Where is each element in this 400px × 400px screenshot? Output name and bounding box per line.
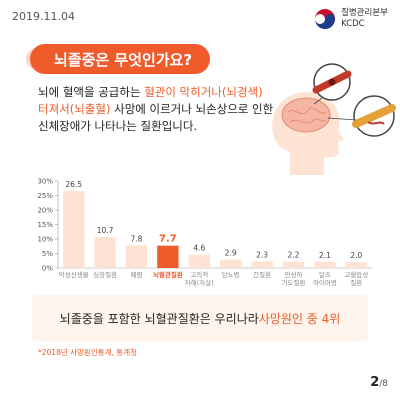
data-label: 2.0 xyxy=(350,251,362,260)
x-tick-label: 당뇨병 xyxy=(222,270,240,279)
x-tick-label: 폐렴 xyxy=(131,270,143,279)
data-label: 10.7 xyxy=(97,226,114,235)
description: 뇌에 혈액을 공급하는 혈관이 막히거나(뇌경색) 터져서(뇌출혈) 사망에 이… xyxy=(38,84,273,135)
y-tick-label: 25% xyxy=(37,192,53,200)
callout-highlight: 사망원인 중 4위 xyxy=(258,311,341,326)
title-text: 뇌졸중은 무엇인가요? xyxy=(54,50,193,69)
bar xyxy=(94,236,116,268)
page-total: /8 xyxy=(379,379,388,389)
org-abbr: KCDC xyxy=(341,19,365,29)
y-tick-label: 10% xyxy=(37,236,53,244)
brain-illustration xyxy=(272,63,396,175)
x-tick-label: 질환 xyxy=(350,278,362,286)
data-label: 7.8 xyxy=(131,234,143,243)
desc-line1a: 뇌에 혈액을 공급하는 xyxy=(38,85,145,99)
x-tick-label: 자해(자살) xyxy=(185,278,214,286)
y-tick-label: 15% xyxy=(37,221,53,229)
footnote: *2018년 사망원인통계, 통계청 xyxy=(38,348,137,357)
bar xyxy=(125,245,148,268)
page-indicator: 2/8 xyxy=(370,375,388,390)
x-tick-label: 심장질환 xyxy=(93,270,117,279)
page-current: 2 xyxy=(370,375,380,390)
x-tick-label: 간질환 xyxy=(253,270,271,279)
org-logo: 질병관리본부 KCDC xyxy=(314,8,388,30)
x-tick-label: 기도질환 xyxy=(282,278,306,286)
x-tick-label: 고혈압성 xyxy=(344,270,368,279)
desc-line2b: 사망에 이르거나 뇌손상으로 인한 xyxy=(110,102,274,116)
mortality-bar-chart: 0% 5% 10% 15% 20% 25% 30% 26.5 악성신생물 10.7 심장질환 7.8 폐… xyxy=(37,178,372,286)
bar xyxy=(345,262,367,268)
y-tick-label: 30% xyxy=(37,178,53,186)
x-tick-label: 악성신생물 xyxy=(59,270,89,279)
page-title: 뇌졸중은 무엇인가요? xyxy=(25,44,211,74)
desc-line3: 신체장애가 나타나는 질환입니다. xyxy=(38,119,198,133)
data-label: 2.9 xyxy=(225,249,237,258)
callout-box: 뇌졸중을 포함한 뇌혈관질환은 우리나라 사망원인 중 4위 xyxy=(32,295,368,341)
data-label: 2.2 xyxy=(288,251,300,260)
y-tick-label: 0% xyxy=(42,265,53,273)
desc-line2a: 터져서(뇌출혈) xyxy=(38,102,111,116)
bar xyxy=(220,259,242,268)
x-tick-label: 고의적 xyxy=(190,270,208,279)
bar xyxy=(314,261,336,268)
y-tick-label: 20% xyxy=(37,207,53,215)
brain-icon xyxy=(281,97,331,133)
data-label: 2.3 xyxy=(256,250,268,259)
desc-line1b: 혈관이 막히거나(뇌경색) xyxy=(144,85,263,99)
data-label: 4.6 xyxy=(193,244,205,253)
kcdc-emblem-icon xyxy=(314,8,336,30)
bar xyxy=(251,261,273,268)
org-name: 질병관리본부 xyxy=(341,8,388,18)
data-label: 2.1 xyxy=(319,251,331,260)
x-tick-label: 만성하 xyxy=(285,270,303,279)
date: 2019.11.04 xyxy=(12,10,75,23)
data-label: 7.7 xyxy=(159,234,177,245)
bar xyxy=(63,191,85,268)
data-label: 26.5 xyxy=(65,180,82,189)
y-tick-label: 5% xyxy=(42,250,53,258)
bar xyxy=(157,245,179,268)
bar xyxy=(282,261,305,268)
x-tick-label: 하이머병 xyxy=(313,278,337,286)
x-tick-label: 알츠 xyxy=(319,270,331,279)
bar xyxy=(188,254,210,268)
callout-text: 뇌졸중을 포함한 뇌혈관질환은 우리나라 xyxy=(59,311,259,326)
x-tick-label: 뇌혈관질환 xyxy=(153,270,183,279)
